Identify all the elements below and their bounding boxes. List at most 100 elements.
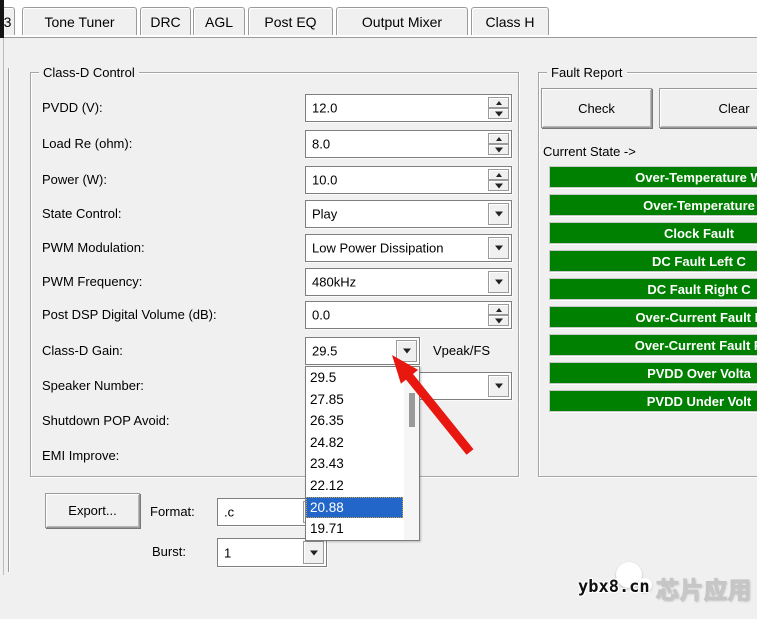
spinner-buttons[interactable]: [488, 304, 509, 326]
spin-up-button[interactable]: [488, 304, 509, 315]
fault-indicator-bar: Over-Temperature W: [549, 166, 757, 188]
format-label: Format:: [150, 504, 195, 519]
dropdown-button[interactable]: [396, 340, 417, 362]
field-label: PWM Frequency:: [42, 274, 143, 289]
field-value: 480kHz: [312, 274, 357, 290]
tab-bar: 3 Tone Tuner DRC AGL Post EQ Output Mixer Clas…: [0, 0, 757, 38]
spin-up-button[interactable]: [488, 169, 509, 180]
outer-groove-line: [8, 68, 9, 572]
field-label: Speaker Number:: [42, 378, 144, 393]
left-border-line: [3, 38, 4, 575]
spin-down-button[interactable]: [488, 144, 509, 155]
fault-indicator-bar: DC Fault Right C: [549, 278, 757, 300]
gain-option[interactable]: 27.85: [310, 391, 344, 407]
dropdown-button[interactable]: [488, 375, 509, 397]
format-value: .c: [224, 504, 235, 520]
burst-value: 1: [224, 545, 232, 560]
check-button[interactable]: Check: [541, 88, 652, 128]
spin-down-button[interactable]: [488, 315, 509, 326]
fault-indicator-bar: Clock Fault: [549, 222, 757, 244]
chevron-down-icon: [309, 550, 318, 555]
triangle-up-icon: [495, 136, 502, 141]
export-button[interactable]: Export...: [45, 493, 140, 528]
spinner-buttons[interactable]: [488, 169, 509, 191]
field-value: Low Power Dissipation: [312, 240, 444, 256]
field-value: 12.0: [312, 100, 338, 116]
chevron-down-icon: [494, 279, 503, 285]
spinner-buttons[interactable]: [488, 97, 509, 119]
spinbox-field[interactable]: 8.0: [305, 130, 512, 158]
tab-tone-tuner[interactable]: Tone Tuner: [22, 7, 137, 35]
burst-dropdown-button[interactable]: [303, 541, 324, 564]
spin-down-button[interactable]: [488, 108, 509, 119]
chevron-down-icon: [402, 348, 411, 354]
spinbox-field[interactable]: 10.0: [305, 166, 512, 194]
tab-post-eq[interactable]: Post EQ: [248, 7, 333, 35]
dropdown-button[interactable]: [488, 271, 509, 293]
field-label: State Control:: [42, 206, 122, 221]
field-label: Shutdown POP Avoid:: [42, 413, 170, 428]
list-scrollbar[interactable]: [404, 367, 419, 540]
field-label: PWM Modulation:: [42, 240, 145, 255]
gain-option[interactable]: 24.82: [310, 434, 344, 450]
fault-indicator-bar: DC Fault Left C: [549, 250, 757, 272]
combo-field[interactable]: 29.5: [305, 337, 420, 365]
fault-indicator-bar: Over-Temperature: [549, 194, 757, 216]
field-label: Class-D Gain:: [42, 343, 123, 358]
tab-agl[interactable]: AGL: [193, 7, 245, 35]
gain-option[interactable]: 26.35: [310, 413, 344, 429]
chevron-down-icon: [494, 383, 503, 389]
tab-drc[interactable]: DRC: [140, 7, 191, 35]
fault-indicator-bar: Over-Current Fault L: [549, 306, 757, 328]
spinbox-field[interactable]: 12.0: [305, 94, 512, 122]
spin-down-button[interactable]: [488, 180, 509, 191]
spin-up-button[interactable]: [488, 97, 509, 108]
clear-button[interactable]: Clear: [659, 88, 757, 128]
field-value: 10.0: [312, 172, 338, 188]
field-label: PVDD (V):: [42, 100, 103, 115]
fault-report-group: Fault Report: [538, 65, 757, 477]
gain-option[interactable]: 22.12: [310, 477, 344, 493]
burst-label: Burst:: [152, 544, 186, 559]
field-label: Load Re (ohm):: [42, 136, 133, 151]
gain-dropdown-list: 29.5 27.85 26.35 24.82 23.43 22.12 20.88 19.71: [305, 366, 420, 541]
field-value: 0.0: [312, 307, 331, 323]
combo-field[interactable]: Low Power Dissipation: [305, 234, 512, 262]
spin-up-button[interactable]: [488, 133, 509, 144]
current-state-label: Current State ->: [543, 144, 636, 159]
gain-option[interactable]: 19.71: [310, 521, 344, 537]
dropdown-button[interactable]: [488, 203, 509, 225]
field-value: 8.0: [312, 136, 331, 152]
window-left-edge: [0, 0, 4, 38]
fault-indicator-bar: PVDD Over Volta: [549, 362, 757, 384]
class-d-control-group-title: Class-D Control: [39, 65, 139, 80]
gain-option[interactable]: 23.43: [310, 456, 344, 472]
field-label: Power (W):: [42, 172, 107, 187]
outer-groove-highlight: [9, 68, 10, 572]
combo-field[interactable]: Play: [305, 200, 512, 228]
fault-report-group-title: Fault Report: [547, 65, 627, 80]
triangle-down-icon: [494, 111, 503, 116]
spinbox-field[interactable]: 0.0: [305, 301, 512, 329]
scrollbar-thumb[interactable]: [409, 393, 415, 427]
field-value: 29.5: [312, 343, 338, 359]
fault-indicator-bar: PVDD Under Volt: [549, 390, 757, 412]
field-label: EMI Improve:: [42, 448, 120, 463]
tab-output-mixer[interactable]: Output Mixer: [336, 7, 468, 35]
combo-field[interactable]: 480kHz: [305, 268, 512, 296]
dropdown-button[interactable]: [488, 237, 509, 259]
triangle-down-icon: [494, 183, 503, 188]
chevron-down-icon: [494, 245, 503, 251]
gain-option[interactable]: 29.5: [310, 370, 337, 385]
field-label: Post DSP Digital Volume (dB):: [42, 307, 217, 322]
burst-select[interactable]: 1: [217, 538, 327, 567]
triangle-up-icon: [495, 100, 502, 105]
tab-class-h[interactable]: Class H: [471, 7, 549, 35]
spinner-buttons[interactable]: [488, 133, 509, 155]
gain-option[interactable]: 20.88: [306, 496, 403, 519]
fault-indicator-bar: Over-Current Fault R: [549, 334, 757, 356]
watermark-site: ybx8.cn: [578, 577, 650, 597]
chat-bubbles-icon: [638, 578, 652, 592]
triangle-up-icon: [495, 307, 502, 312]
class-d-control-group: Class-D Control: [30, 65, 519, 477]
